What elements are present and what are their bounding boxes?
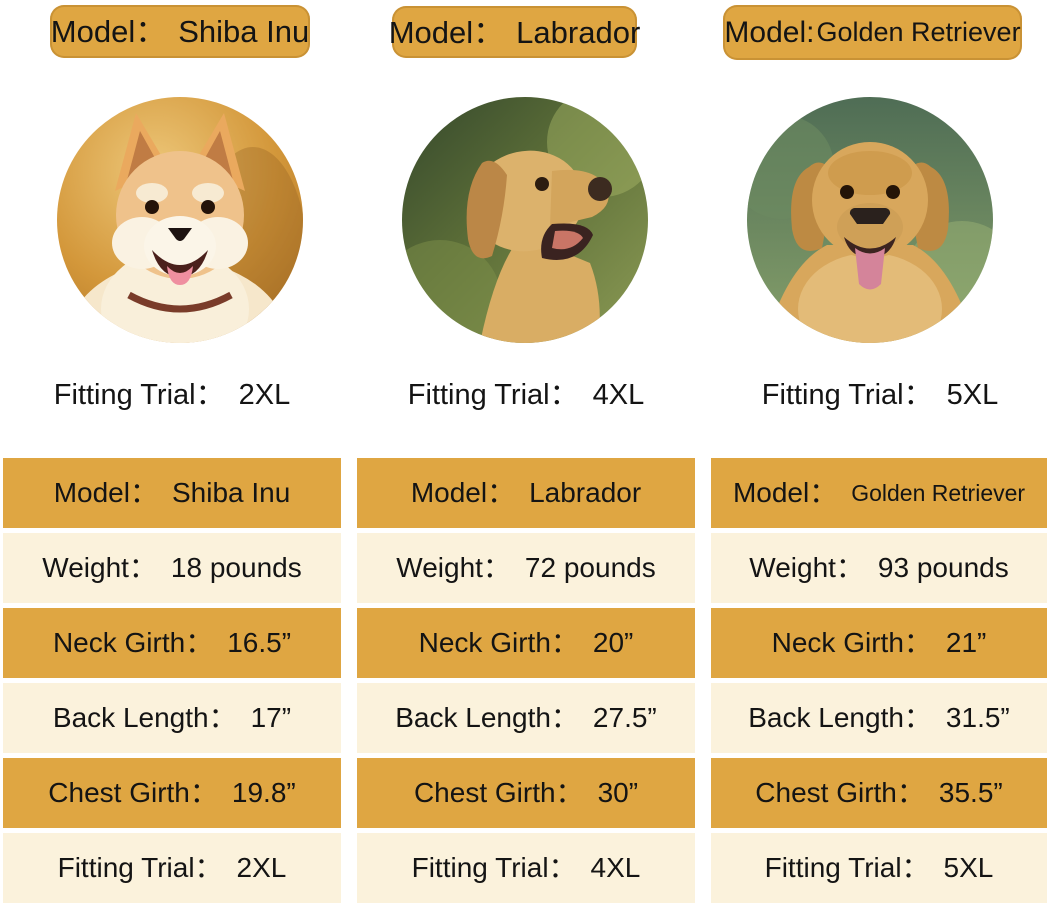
- golden-retriever-photo: [747, 97, 993, 343]
- row-value: 20”: [592, 627, 634, 658]
- table-row-neck-girth: Neck Girth： 21”: [711, 608, 1047, 678]
- table-row-neck-girth: Neck Girth： 20”: [357, 608, 695, 678]
- row-label: Neck Girth：: [771, 627, 932, 658]
- row-value: Labrador: [529, 477, 642, 508]
- table-row-weight: Weight： 93 pounds: [711, 533, 1047, 603]
- row-label: Model：: [410, 477, 516, 508]
- fitting-trial-value: 2XL: [238, 378, 291, 411]
- fitting-trial-label: Fitting Trial：: [761, 378, 933, 411]
- row-value: 93 pounds: [877, 552, 1009, 583]
- row-value: 2XL: [236, 852, 287, 883]
- table-row-fitting-trial: Fitting Trial： 5XL: [711, 833, 1047, 903]
- model-badge-value: Shiba Inu: [178, 14, 310, 49]
- row-value: 35.5”: [938, 777, 1003, 808]
- spec-table-labrador: Model： Labrador Weight： 72 pounds Neck G…: [357, 458, 695, 906]
- row-value: 4XL: [590, 852, 641, 883]
- row-value: 16.5”: [227, 627, 292, 658]
- row-label: Chest Girth：: [755, 777, 925, 808]
- row-value: 30”: [597, 777, 639, 808]
- fitting-trial-value: 5XL: [946, 378, 999, 411]
- row-label: Weight：: [42, 552, 157, 583]
- spec-table-shiba-inu: Model： Shiba Inu Weight： 18 pounds Neck …: [3, 458, 341, 906]
- row-label: Back Length：: [748, 702, 932, 733]
- fitting-trial-caption-labrador: Fitting Trial： 4XL: [357, 375, 695, 415]
- row-value: Shiba Inu: [171, 477, 291, 508]
- table-row-fitting-trial: Fitting Trial： 2XL: [3, 833, 341, 903]
- table-row-model: Model： Shiba Inu: [3, 458, 341, 528]
- fitting-trial-value: 4XL: [592, 378, 645, 411]
- row-label: Back Length：: [395, 702, 579, 733]
- table-row-weight: Weight： 72 pounds: [357, 533, 695, 603]
- model-badge-value: Labrador: [516, 14, 641, 50]
- table-row-back-length: Back Length： 31.5”: [711, 683, 1047, 753]
- row-value: 27.5”: [592, 702, 657, 733]
- row-value: 5XL: [943, 852, 994, 883]
- model-badge-label: Model：: [388, 14, 505, 50]
- row-label: Model：: [53, 477, 158, 508]
- row-value: 72 pounds: [524, 552, 656, 583]
- table-row-model: Model： Golden Retriever: [711, 458, 1047, 528]
- spec-table-golden-retriever: Model： Golden Retriever Weight： 93 pound…: [711, 458, 1047, 906]
- model-badge-labrador: Model： Labrador: [388, 6, 641, 58]
- row-value: 21”: [945, 627, 987, 658]
- fitting-trial-caption-shiba-inu: Fitting Trial： 2XL: [3, 375, 341, 415]
- table-row-weight: Weight： 18 pounds: [3, 533, 341, 603]
- fitting-trial-label: Fitting Trial：: [407, 378, 579, 411]
- row-label: Back Length：: [52, 702, 237, 733]
- row-value: Golden Retriever: [851, 479, 1026, 506]
- shiba-inu-illustration: [57, 97, 303, 343]
- row-label: Chest Girth：: [48, 777, 218, 808]
- row-value: 17”: [250, 702, 292, 733]
- table-row-chest-girth: Chest Girth： 19.8”: [3, 758, 341, 828]
- table-row-chest-girth: Chest Girth： 30”: [357, 758, 695, 828]
- model-badge-label: Model:: [724, 15, 815, 49]
- labrador-illustration: [402, 97, 648, 343]
- row-label: Weight：: [396, 552, 511, 583]
- row-label: Chest Girth：: [413, 777, 584, 808]
- row-label: Fitting Trial：: [764, 852, 930, 883]
- model-badge-label: Model：: [50, 14, 167, 49]
- fitting-trial-label: Fitting Trial：: [53, 378, 225, 411]
- row-label: Neck Girth：: [418, 627, 579, 658]
- row-value: 31.5”: [945, 702, 1010, 733]
- row-label: Fitting Trial：: [57, 852, 223, 883]
- row-label: Fitting Trial：: [411, 852, 577, 883]
- table-row-chest-girth: Chest Girth： 35.5”: [711, 758, 1047, 828]
- row-label: Neck Girth：: [52, 627, 214, 658]
- table-row-back-length: Back Length： 27.5”: [357, 683, 695, 753]
- fitting-trial-caption-golden-retriever: Fitting Trial： 5XL: [711, 375, 1049, 415]
- table-row-model: Model： Labrador: [357, 458, 695, 528]
- table-row-back-length: Back Length： 17”: [3, 683, 341, 753]
- table-row-neck-girth: Neck Girth： 16.5”: [3, 608, 341, 678]
- labrador-photo: [402, 97, 648, 343]
- row-label: Weight：: [749, 552, 864, 583]
- shiba-inu-photo: [57, 97, 303, 343]
- row-value: 19.8”: [231, 777, 296, 808]
- model-badge-shiba-inu: Model： Shiba Inu: [50, 5, 310, 58]
- table-row-fitting-trial: Fitting Trial： 4XL: [357, 833, 695, 903]
- golden-retriever-illustration: [747, 97, 993, 343]
- row-label: Model：: [732, 477, 838, 508]
- model-badge-golden-retriever: Model: Golden Retriever: [723, 5, 1022, 60]
- model-badge-value: Golden Retriever: [816, 17, 1021, 47]
- row-value: 18 pounds: [170, 552, 302, 583]
